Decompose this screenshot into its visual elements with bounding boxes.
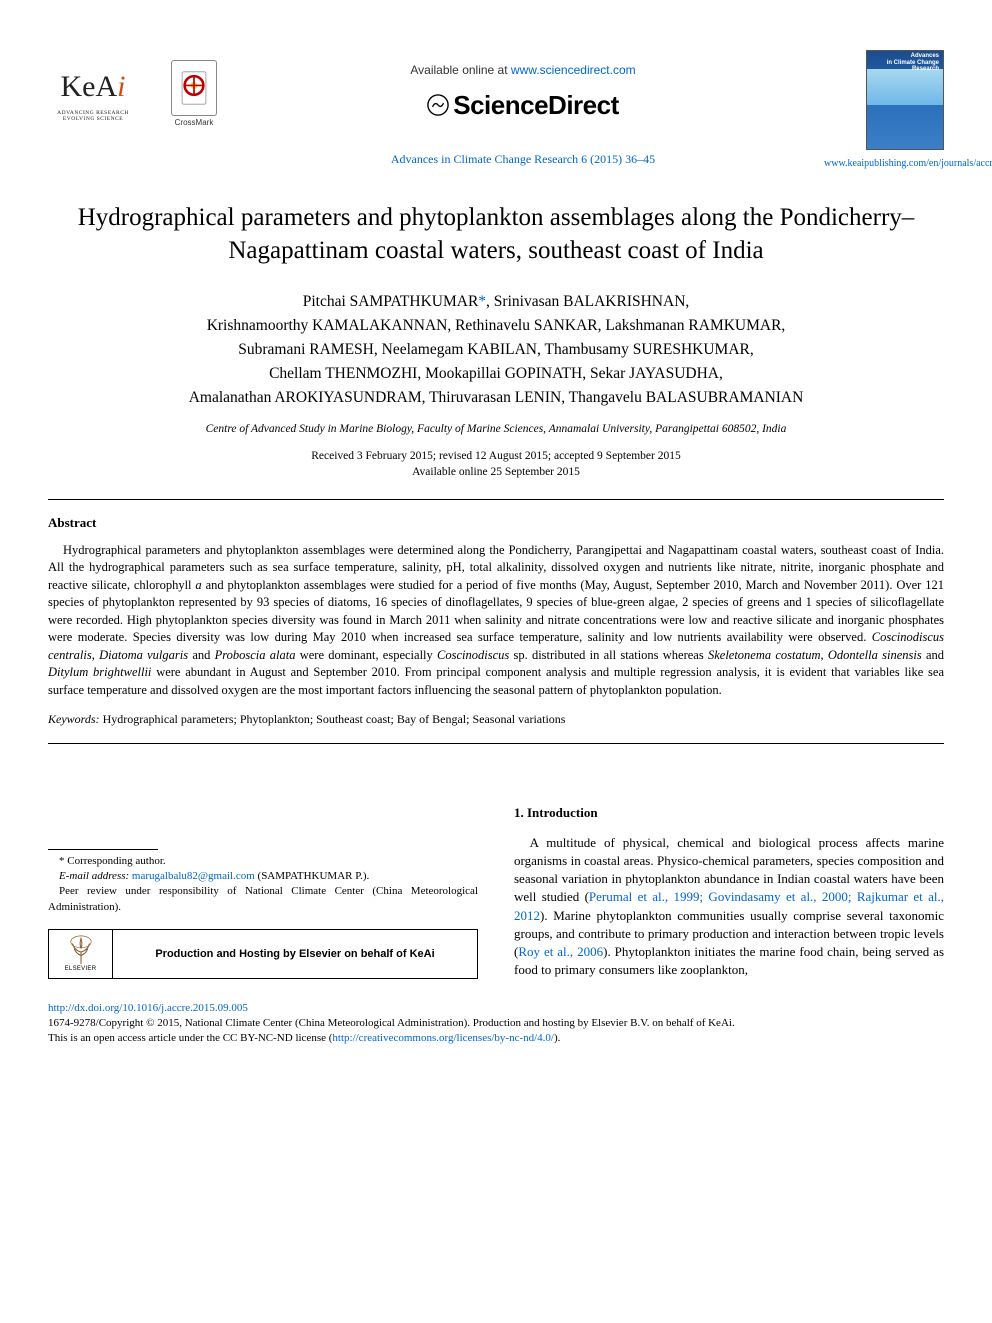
keai-logo-text: KeAi	[61, 67, 126, 108]
keywords-text: Hydrographical parameters; Phytoplankton…	[100, 712, 566, 726]
journal-homepage-link[interactable]: www.keaipublishing.com/en/journals/accr/	[824, 158, 992, 169]
keai-main: KeA	[61, 70, 118, 103]
introduction-text: A multitude of physical, chemical and bi…	[514, 834, 944, 980]
author-email-link[interactable]: marugalbalu82@gmail.com	[132, 870, 255, 882]
footnote-rule	[48, 849, 158, 850]
email-label: E-mail address:	[59, 870, 132, 882]
abstract-text: Hydrographical parameters and phytoplank…	[48, 542, 944, 700]
keywords: Keywords: Hydrographical parameters; Phy…	[48, 711, 944, 727]
available-prefix: Available online at	[410, 63, 511, 77]
author-list: Pitchai SAMPATHKUMAR*, Srinivasan BALAKR…	[48, 290, 944, 410]
abstract-heading: Abstract	[48, 514, 944, 532]
crossmark-label: CrossMark	[175, 118, 214, 129]
divider	[48, 743, 944, 744]
journal-reference: Advances in Climate Change Research 6 (2…	[222, 151, 824, 167]
corresponding-author-note: * Corresponding author.	[48, 854, 478, 869]
dates-line-1: Received 3 February 2015; revised 12 Aug…	[311, 450, 681, 462]
doi-link[interactable]: http://dx.doi.org/10.1016/j.accre.2015.0…	[48, 1002, 248, 1014]
left-column: * Corresponding author. E-mail address: …	[48, 804, 478, 979]
header-left: KeAi ADVANCING RESEARCHEVOLVING SCIENCE …	[48, 50, 222, 140]
keai-accent: i	[117, 70, 125, 103]
license-suffix: ).	[554, 1032, 560, 1044]
hosting-text: Production and Hosting by Elsevier on be…	[113, 930, 477, 978]
abstract-section: Abstract Hydrographical parameters and p…	[48, 500, 944, 743]
email-note: E-mail address: marugalbalu82@gmail.com …	[48, 869, 478, 884]
elsevier-logo-cell: ELSEVIER	[49, 930, 113, 978]
crossmark-badge[interactable]: CrossMark	[166, 60, 222, 129]
elsevier-tree-icon	[64, 935, 98, 965]
article-dates: Received 3 February 2015; revised 12 Aug…	[48, 448, 944, 481]
two-column-body: * Corresponding author. E-mail address: …	[48, 804, 944, 979]
copyright-text: 1674-9278/Copyright © 2015, National Cli…	[48, 1017, 735, 1029]
header-center: Available online at www.sciencedirect.co…	[222, 50, 824, 167]
dates-line-2: Available online 25 September 2015	[412, 466, 580, 478]
crossmark-icon	[171, 60, 217, 116]
email-suffix: (SAMPATHKUMAR P.).	[255, 870, 370, 882]
citation-link[interactable]: Roy et al., 2006	[518, 944, 603, 959]
keai-tagline: ADVANCING RESEARCHEVOLVING SCIENCE	[57, 110, 129, 123]
journal-cover-image: Advances in Climate Change Research	[866, 50, 944, 150]
license-prefix: This is an open access article under the…	[48, 1032, 332, 1044]
right-column: 1. Introduction A multitude of physical,…	[514, 804, 944, 979]
peer-review-note: Peer review under responsibility of Nati…	[48, 884, 478, 915]
keai-logo: KeAi ADVANCING RESEARCHEVOLVING SCIENCE	[48, 50, 138, 140]
journal-cover-title: Advances in Climate Change Research	[887, 53, 939, 73]
affiliation: Centre of Advanced Study in Marine Biolo…	[48, 422, 944, 438]
sciencedirect-logo: ScienceDirect	[222, 88, 824, 123]
keywords-label: Keywords:	[48, 712, 100, 726]
page-header: KeAi ADVANCING RESEARCHEVOLVING SCIENCE …	[48, 50, 944, 171]
sciencedirect-icon	[427, 94, 449, 116]
license-link[interactable]: http://creativecommons.org/licenses/by-n…	[332, 1032, 554, 1044]
citation-link[interactable]: Perumal et al., 1999; Govindasamy et al.…	[514, 889, 944, 922]
introduction-heading: 1. Introduction	[514, 804, 944, 822]
article-title: Hydrographical parameters and phytoplank…	[48, 201, 944, 269]
license-text: This is an open access article under the…	[48, 1032, 560, 1044]
sciencedirect-url-link[interactable]: www.sciencedirect.com	[511, 63, 636, 77]
page-footer: http://dx.doi.org/10.1016/j.accre.2015.0…	[48, 1001, 944, 1046]
available-online: Available online at www.sciencedirect.co…	[222, 62, 824, 78]
elsevier-label: ELSEVIER	[65, 965, 97, 973]
hosting-box: ELSEVIER Production and Hosting by Elsev…	[48, 929, 478, 979]
header-right: Advances in Climate Change Research www.…	[824, 50, 944, 171]
footnotes: * Corresponding author. E-mail address: …	[48, 854, 478, 916]
journal-ref-link[interactable]: Advances in Climate Change Research 6 (2…	[391, 152, 655, 166]
